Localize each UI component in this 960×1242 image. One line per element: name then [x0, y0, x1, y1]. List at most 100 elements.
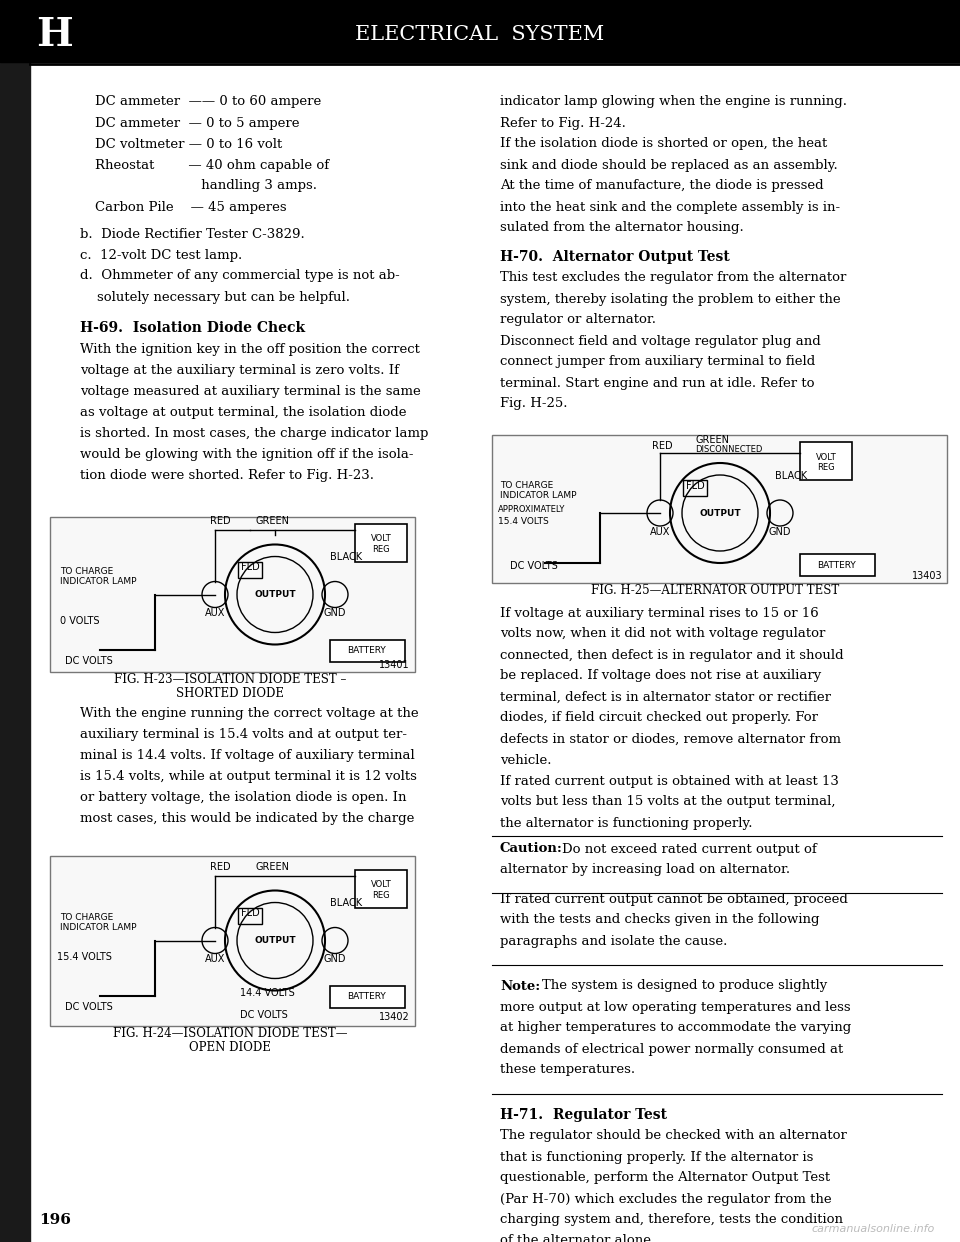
Text: c.  12-volt DC test lamp.: c. 12-volt DC test lamp.	[80, 248, 242, 262]
Text: or battery voltage, the isolation diode is open. In: or battery voltage, the isolation diode …	[80, 791, 406, 804]
Bar	[50, 856, 415, 1026]
Text: FLD: FLD	[685, 481, 705, 491]
Text: INDICATOR LAMP: INDICATOR LAMP	[60, 923, 136, 932]
Text: volts now, when it did not with voltage regulator: volts now, when it did not with voltage …	[500, 627, 826, 641]
Text: would be glowing with the ignition off if the isola-: would be glowing with the ignition off i…	[80, 448, 414, 461]
Bar	[355, 523, 407, 561]
Text: questionable, perform the Alternator Output Test: questionable, perform the Alternator Out…	[500, 1171, 830, 1185]
Text: is shorted. In most cases, the charge indicator lamp: is shorted. In most cases, the charge in…	[80, 427, 428, 440]
Text: H-70.  Alternator Output Test: H-70. Alternator Output Test	[500, 250, 730, 265]
Text: 14.4 VOLTS: 14.4 VOLTS	[240, 989, 295, 999]
Text: that is functioning properly. If the alternator is: that is functioning properly. If the alt…	[500, 1150, 813, 1164]
Text: OUTPUT: OUTPUT	[254, 936, 296, 945]
Text: RED: RED	[210, 862, 230, 872]
Text: AUX: AUX	[650, 527, 670, 537]
Bar	[355, 869, 407, 908]
Text: diodes, if field circuit checked out properly. For: diodes, if field circuit checked out pro…	[500, 712, 818, 724]
Text: Caution:: Caution:	[500, 842, 563, 856]
Text: DC VOLTS: DC VOLTS	[65, 657, 112, 667]
Text: The regulator should be checked with an alternator: The regulator should be checked with an …	[500, 1129, 847, 1143]
Text: AUX: AUX	[204, 955, 226, 965]
Text: paragraphs and isolate the cause.: paragraphs and isolate the cause.	[500, 934, 728, 948]
Text: FLD: FLD	[241, 908, 259, 919]
Text: more output at low operating temperatures and less: more output at low operating temperature…	[500, 1001, 851, 1013]
Text: BATTERY: BATTERY	[348, 992, 386, 1001]
Text: volts but less than 15 volts at the output terminal,: volts but less than 15 volts at the outp…	[500, 795, 835, 809]
Text: At the time of manufacture, the diode is pressed: At the time of manufacture, the diode is…	[500, 180, 824, 193]
Text: handling 3 amps.: handling 3 amps.	[95, 180, 317, 193]
Text: is 15.4 volts, while at output terminal it is 12 volts: is 15.4 volts, while at output terminal …	[80, 770, 417, 782]
Text: as voltage at output terminal, the isolation diode: as voltage at output terminal, the isola…	[80, 406, 406, 419]
Text: system, thereby isolating the problem to either the: system, thereby isolating the problem to…	[500, 293, 841, 306]
Text: sink and diode should be replaced as an assembly.: sink and diode should be replaced as an …	[500, 159, 838, 171]
Text: of the alternator alone.: of the alternator alone.	[500, 1235, 656, 1242]
Text: connect jumper from auxiliary terminal to field: connect jumper from auxiliary terminal t…	[500, 355, 815, 369]
Text: DISCONNECTED: DISCONNECTED	[695, 446, 762, 455]
Text: Do not exceed rated current output of: Do not exceed rated current output of	[562, 842, 817, 856]
Text: 15.4 VOLTS: 15.4 VOLTS	[498, 517, 549, 525]
Text: 0 VOLTS: 0 VOLTS	[60, 616, 100, 626]
Text: b.  Diode Rectifier Tester C-3829.: b. Diode Rectifier Tester C-3829.	[80, 227, 304, 241]
Text: vehicle.: vehicle.	[500, 754, 551, 766]
Text: GND: GND	[324, 955, 347, 965]
Text: BLACK: BLACK	[330, 898, 362, 908]
Text: charging system and, therefore, tests the condition: charging system and, therefore, tests th…	[500, 1213, 843, 1227]
Text: BLACK: BLACK	[330, 553, 362, 563]
Text: voltage measured at auxiliary terminal is the same: voltage measured at auxiliary terminal i…	[80, 385, 420, 397]
Text: FIG. H-24—ISOLATION DIODE TEST—: FIG. H-24—ISOLATION DIODE TEST—	[112, 1027, 348, 1040]
Text: FIG. H-23—ISOLATION DIODE TEST –: FIG. H-23—ISOLATION DIODE TEST –	[114, 673, 347, 686]
Text: 13401: 13401	[379, 660, 410, 669]
Text: 13402: 13402	[379, 1012, 410, 1022]
Text: demands of electrical power normally consumed at: demands of electrical power normally con…	[500, 1042, 843, 1056]
Text: This test excludes the regulator from the alternator: This test excludes the regulator from th…	[500, 272, 847, 284]
Bar	[0, 0, 30, 1242]
Text: these temperatures.: these temperatures.	[500, 1063, 636, 1077]
Text: solutely necessary but can be helpful.: solutely necessary but can be helpful.	[80, 291, 350, 303]
Text: SHORTED DIODE: SHORTED DIODE	[176, 687, 284, 700]
Text: GREEN: GREEN	[255, 517, 289, 527]
Text: DC VOLTS: DC VOLTS	[510, 561, 558, 571]
Text: FIG. H-25—ALTERNATOR OUTPUT TEST: FIG. H-25—ALTERNATOR OUTPUT TEST	[590, 585, 839, 597]
Bar	[330, 640, 405, 662]
Text: DC voltmeter — 0 to 16 volt: DC voltmeter — 0 to 16 volt	[95, 138, 282, 150]
Text: OUTPUT: OUTPUT	[699, 508, 741, 518]
Bar	[800, 554, 875, 576]
Bar	[238, 561, 262, 578]
Text: Carbon Pile    — 45 amperes: Carbon Pile — 45 amperes	[95, 200, 287, 214]
Text: GREEN: GREEN	[255, 862, 289, 872]
Text: the alternator is functioning properly.: the alternator is functioning properly.	[500, 816, 753, 830]
Text: Rheostat        — 40 ohm capable of: Rheostat — 40 ohm capable of	[95, 159, 329, 171]
Text: (Par H-70) which excludes the regulator from the: (Par H-70) which excludes the regulator …	[500, 1192, 831, 1206]
Bar	[492, 435, 947, 582]
Text: tion diode were shorted. Refer to Fig. H-23.: tion diode were shorted. Refer to Fig. H…	[80, 469, 374, 482]
Text: regulator or alternator.: regulator or alternator.	[500, 313, 656, 327]
Text: With the engine running the correct voltage at the: With the engine running the correct volt…	[80, 707, 419, 720]
Text: voltage at the auxiliary terminal is zero volts. If: voltage at the auxiliary terminal is zer…	[80, 364, 399, 378]
Text: with the tests and checks given in the following: with the tests and checks given in the f…	[500, 914, 820, 927]
Text: ELECTRICAL  SYSTEM: ELECTRICAL SYSTEM	[355, 26, 605, 45]
Text: terminal, defect is in alternator stator or rectifier: terminal, defect is in alternator stator…	[500, 691, 831, 703]
Text: REG: REG	[817, 463, 835, 472]
Bar	[238, 908, 262, 924]
Text: BLACK: BLACK	[775, 471, 807, 481]
Text: indicator lamp glowing when the engine is running.: indicator lamp glowing when the engine i…	[500, 96, 847, 108]
Text: H-71.  Regulator Test: H-71. Regulator Test	[500, 1108, 667, 1122]
Bar	[683, 479, 707, 496]
Text: VOLT: VOLT	[816, 452, 836, 462]
Text: Refer to Fig. H-24.: Refer to Fig. H-24.	[500, 117, 626, 129]
Text: INDICATOR LAMP: INDICATOR LAMP	[60, 578, 136, 586]
Text: minal is 14.4 volts. If voltage of auxiliary terminal: minal is 14.4 volts. If voltage of auxil…	[80, 749, 415, 763]
Text: OUTPUT: OUTPUT	[254, 590, 296, 599]
Text: GND: GND	[769, 527, 791, 537]
Text: be replaced. If voltage does not rise at auxiliary: be replaced. If voltage does not rise at…	[500, 669, 821, 683]
Text: Note:: Note:	[500, 980, 540, 992]
Text: If rated current output cannot be obtained, proceed: If rated current output cannot be obtain…	[500, 893, 848, 905]
Text: Fig. H-25.: Fig. H-25.	[500, 397, 567, 411]
Text: FLD: FLD	[241, 563, 259, 573]
Bar	[330, 985, 405, 1007]
Text: RED: RED	[652, 441, 673, 451]
Bar	[0, 0, 960, 62]
Text: 15.4 VOLTS: 15.4 VOLTS	[57, 953, 112, 963]
Text: GND: GND	[324, 609, 347, 619]
Text: INDICATOR LAMP: INDICATOR LAMP	[500, 492, 577, 501]
